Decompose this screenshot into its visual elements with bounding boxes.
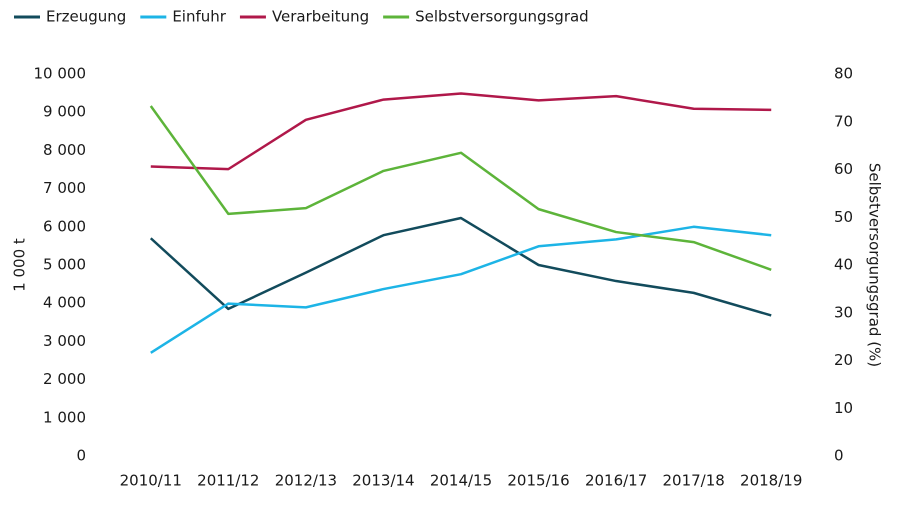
y2-tick-label: 60 <box>834 160 853 178</box>
series-line <box>150 225 772 354</box>
y2-axis-label: Selbstversorgungsgrad (%) <box>866 163 884 367</box>
y-tick-label: 2 000 <box>43 370 86 388</box>
y2-tick-label: 50 <box>834 208 853 226</box>
legend-label: Erzeugung <box>46 8 126 26</box>
y-axis-label: 1 000 t <box>11 238 29 292</box>
y2-tick-label: 20 <box>834 351 853 369</box>
y-tick-label: 1 000 <box>43 408 86 426</box>
x-tick-label: 2012/13 <box>275 472 337 490</box>
x-tick-label: 2017/18 <box>663 472 725 490</box>
x-tick-label: 2011/12 <box>197 472 259 490</box>
y2-tick-label: 80 <box>834 65 853 83</box>
y2-tick-label: 10 <box>834 399 853 417</box>
y2-tick-label: 30 <box>834 303 853 321</box>
y-tick-label: 6 000 <box>43 217 86 235</box>
x-tick-label: 2010/11 <box>120 472 182 490</box>
y-tick-label: 8 000 <box>43 141 86 159</box>
x-tick-label: 2015/16 <box>507 472 569 490</box>
y-tick-label: 4 000 <box>43 294 86 312</box>
y2-tick-label: 0 <box>834 447 844 465</box>
y-tick-label: 9 000 <box>43 103 86 121</box>
x-tick-label: 2016/17 <box>585 472 647 490</box>
legend-label: Verarbeitung <box>272 8 369 26</box>
x-tick-label: 2013/14 <box>352 472 414 490</box>
series-line <box>150 92 772 171</box>
y-tick-label: 5 000 <box>43 256 86 274</box>
x-tick-label: 2018/19 <box>740 472 802 490</box>
y2-tick-label: 70 <box>834 112 853 130</box>
legend-label: Selbstversorgungsgrad <box>415 8 589 26</box>
series-line <box>149 216 772 317</box>
x-tick-label: 2014/15 <box>430 472 492 490</box>
y-tick-label: 0 <box>76 447 86 465</box>
series-line <box>149 105 772 271</box>
y-tick-label: 3 000 <box>43 332 86 350</box>
legend-label: Einfuhr <box>172 8 226 26</box>
y-tick-label: 7 000 <box>43 179 86 197</box>
y-tick-label: 10 000 <box>34 65 87 83</box>
y2-tick-label: 40 <box>834 256 853 274</box>
